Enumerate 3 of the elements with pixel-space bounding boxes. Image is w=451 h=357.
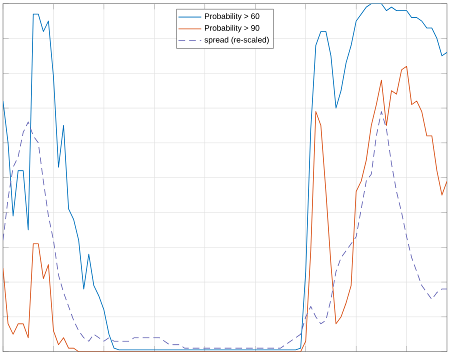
legend-label: Probability > 60 bbox=[204, 13, 260, 21]
legend-label: Probability > 90 bbox=[204, 24, 260, 32]
legend-label: spread (re-scaled) bbox=[204, 36, 269, 44]
